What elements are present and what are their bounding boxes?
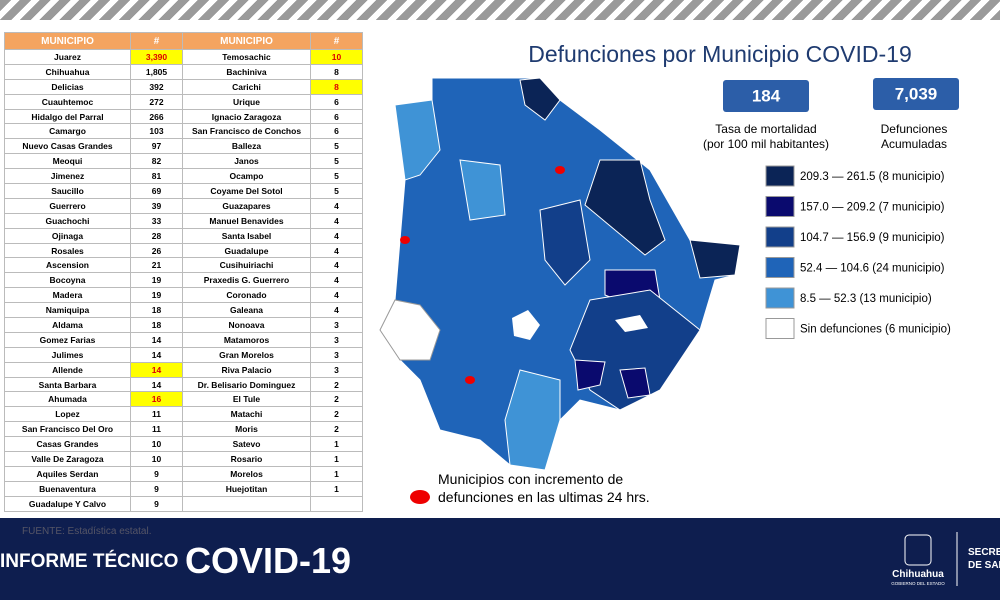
map-region: [539, 199, 591, 286]
map-region: [379, 299, 441, 361]
map-region: [394, 99, 441, 181]
table-row: Nuevo Casas Grandes 97 Balleza 5: [4, 138, 363, 155]
map-region: [584, 159, 666, 256]
footer: [0, 518, 1000, 600]
header-cell: #: [130, 32, 183, 50]
map-region: [569, 289, 701, 411]
map-region: [459, 159, 506, 221]
map-region: [519, 77, 561, 121]
table-row: Ahumada 16 El Tule 2: [4, 391, 363, 408]
legend-swatch: [765, 165, 795, 187]
stat-value: 184: [752, 86, 781, 105]
legend-swatch: [765, 287, 795, 309]
table-row: Rosales 26 Guadalupe 4: [4, 242, 363, 259]
stat-value: 7,039: [895, 84, 938, 103]
table-row: Aldama 18 Nonoava 3: [4, 317, 363, 333]
municipio-table: MUNICIPIO # MUNICIPIO # Juarez 3,390 Temos…: [4, 32, 363, 512]
table-row: San Francisco Del Oro 11 Moris 2: [4, 421, 363, 438]
stat-box: [723, 80, 809, 112]
table-row: Saucillo 69 Coyame Del Sotol 5: [4, 183, 363, 199]
marker: [465, 376, 475, 384]
note: defunciones en las ultimas 24 hrs.: [438, 489, 650, 505]
map: [379, 77, 741, 471]
table-row: Ascension 21 Cusihuiriachi 4: [4, 257, 363, 274]
source: FUENTE: Estadística estatal.: [22, 526, 152, 537]
map-region: [689, 239, 741, 279]
count-cell: 9: [130, 495, 183, 512]
table-row: Delicias 392 Carichi 8: [4, 78, 363, 95]
logo: [904, 534, 932, 566]
marker: [555, 166, 565, 174]
count-cell: 16: [130, 391, 183, 408]
table-row: Juarez 3,390 Temosachic 10: [4, 49, 363, 65]
legend-label: 209.3 — 261.5 (8 municipio): [800, 171, 945, 183]
legend-label: 8.5 — 52.3 (13 municipio): [800, 293, 932, 305]
stat-label: Tasa de mortalidad: [715, 122, 816, 136]
map-region: [615, 315, 648, 332]
table-row: Camargo 103 San Francisco de Conchos 6: [4, 123, 363, 140]
legend-label: 157.0 — 209.2 (7 municipio): [800, 202, 945, 214]
header-row: MUNICIPIO # MUNICIPIO #: [4, 32, 363, 50]
logo-text: Chihuahua: [892, 569, 944, 580]
table-row: Buenaventura 9 Huejotitan 1: [4, 480, 363, 497]
note-marker: [410, 490, 430, 504]
footer-left: INFORME TÉCNICO: [0, 550, 178, 572]
note: Municipios con incremento de: [438, 471, 623, 487]
table-row: Meoqui 82 Janos 5: [4, 153, 363, 170]
logo-text: GOBIERNO DEL ESTADO: [891, 581, 945, 586]
legend: 209.3 — 261.5 (8 municipio) 157.0 — 209.2…: [765, 165, 951, 339]
count-cell: 10: [310, 49, 363, 65]
map-region: [574, 359, 606, 391]
stat-label: Defunciones: [881, 122, 948, 136]
count-cell: [310, 495, 363, 512]
header-cell: MUNICIPIO: [4, 32, 131, 50]
legend-label: 104.7 — 156.9 (9 municipio): [800, 232, 945, 244]
count-cell: 3: [310, 361, 363, 378]
table-row: Chihuahua 1,805 Bachiniva 8: [4, 63, 363, 80]
legend-swatch: [765, 318, 795, 339]
map-title: Defunciones por Municipio COVID-19: [528, 41, 912, 67]
count-cell: 3,390: [130, 49, 183, 65]
stripe-bar: [0, 0, 1000, 20]
table-row: Lopez 11 Matachi 2: [4, 406, 363, 423]
legend-swatch: [765, 196, 795, 217]
map-region: [504, 369, 561, 471]
dept: SECRETA: [968, 547, 1000, 558]
marker: [400, 236, 410, 244]
stat-label: Acumuladas: [881, 137, 947, 151]
map-region: [619, 367, 651, 399]
legend-swatch: [765, 257, 795, 278]
dept: DE SAL: [968, 560, 1000, 571]
table-row: Julimes 14 Gran Morelos 3: [4, 346, 363, 363]
legend-label: 52.4 — 104.6 (24 municipio): [800, 263, 945, 275]
map-region: [512, 310, 540, 340]
legend-swatch: [765, 226, 795, 248]
table-row: Madera 19 Coronado 4: [4, 287, 363, 304]
footer-right: COVID-19: [185, 540, 351, 581]
stat-box: [873, 78, 959, 110]
table-row: Casas Grandes 10 Satevo 1: [4, 436, 363, 453]
legend-label: Sin defunciones (6 municipio): [800, 324, 951, 336]
table-row: Guadalupe Y Calvo 9: [4, 495, 363, 512]
stat-label: (por 100 mil habitantes): [703, 137, 829, 151]
table-row: Cuauhtemoc 272 Urique 6: [4, 93, 363, 110]
count-cell: 6: [310, 93, 363, 110]
header-cell: #: [310, 32, 363, 50]
